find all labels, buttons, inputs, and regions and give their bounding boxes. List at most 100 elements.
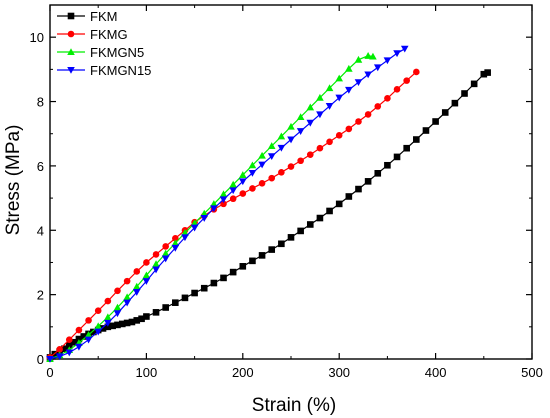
data-point-fkmgn15 [393, 50, 401, 58]
data-point-fkmg [364, 111, 372, 118]
data-point-fkm [70, 338, 78, 346]
data-point-fkmgn15 [113, 310, 122, 318]
data-point-fkm [258, 252, 266, 259]
y-axis-title: Stress (MPa) [3, 125, 24, 236]
data-point-fkmgn5 [123, 293, 131, 301]
legend-item-fkmg: FKMG [57, 27, 128, 42]
data-point-fkm [249, 257, 256, 265]
data-point-fkm [268, 246, 276, 253]
legend-label-fkm: FKM [90, 9, 117, 24]
data-point-fkm [403, 144, 410, 152]
data-point-fkm [75, 335, 83, 343]
data-point-fkmg [413, 68, 420, 76]
x-tick-label: 400 [425, 365, 447, 380]
data-point-fkmgn15 [267, 153, 276, 161]
data-point-fkm [138, 315, 145, 323]
data-point-fkm [51, 350, 59, 358]
data-point-fkmg [393, 86, 401, 93]
data-point-fkmg [345, 125, 353, 133]
legend-label-fkmgn5: FKMGN5 [90, 45, 144, 60]
data-point-fkmgn15 [335, 94, 343, 102]
data-point-fkmgn5 [104, 313, 112, 321]
data-point-fkm [99, 325, 107, 332]
data-point-fkm [484, 69, 491, 76]
data-point-fkm [152, 309, 160, 316]
data-point-fkmg [162, 243, 169, 250]
data-point-fkmg [56, 346, 63, 353]
data-point-fkmgn15 [200, 215, 209, 222]
data-point-fkmg [172, 235, 179, 242]
axes: 0 100 200 300 400 500 0 2 4 6 8 10 [30, 4, 543, 380]
data-point-fkmgn5 [132, 282, 141, 290]
series-line-fkmg [49, 71, 417, 358]
data-point-fkmgn15 [277, 144, 286, 152]
data-point-fkmgn5 [239, 171, 247, 178]
data-point-fkmg [104, 297, 112, 305]
data-point-fkmgn15 [190, 224, 199, 232]
data-point-fkmgn15 [152, 266, 160, 274]
data-point-fkmgn5 [181, 229, 189, 236]
data-point-fkmgn5 [171, 239, 180, 247]
data-point-fkm [422, 127, 430, 134]
data-point-fkmgn5 [258, 151, 266, 159]
data-point-fkm [432, 118, 439, 125]
data-point-fkmgn15 [161, 255, 170, 263]
data-point-fkmgn5 [287, 122, 295, 130]
data-point-fkm [119, 320, 126, 328]
legend-swatch-marker [67, 30, 75, 38]
data-point-fkm [109, 322, 116, 330]
data-point-fkm [278, 240, 285, 248]
data-point-fkmgn15 [325, 103, 334, 110]
data-point-fkmg [75, 326, 83, 334]
y-tick-label: 10 [30, 30, 44, 45]
data-point-fkmgn15 [84, 336, 93, 344]
legend-swatch-marker [67, 12, 75, 20]
data-point-fkmg [85, 317, 92, 324]
data-point-fkmg [133, 268, 141, 275]
data-point-fkmgn15 [400, 45, 409, 53]
data-point-fkmgn15 [364, 71, 372, 79]
data-point-fkmgn15 [258, 161, 266, 169]
data-point-fkm [470, 80, 478, 88]
series-fkmgn15 [46, 45, 409, 363]
data-point-fkmg [355, 118, 362, 125]
data-point-fkmgn15 [239, 178, 247, 186]
data-point-fkmgn5 [325, 84, 334, 92]
data-point-fkm [374, 170, 382, 177]
data-point-fkm [80, 333, 88, 340]
data-point-fkm [355, 185, 362, 193]
legend-item-fkm: FKM [57, 9, 117, 24]
data-point-fkmgn15 [75, 343, 83, 351]
legend-label-fkmgn15: FKMGN15 [90, 63, 151, 78]
x-tick-label: 0 [46, 365, 53, 380]
data-point-fkmgn5 [142, 271, 151, 279]
data-point-fkm [191, 289, 198, 297]
data-point-fkmgn5 [345, 64, 353, 72]
legend-swatch-marker [67, 48, 75, 56]
data-point-fkmg [326, 138, 333, 146]
data-point-fkmgn5 [210, 200, 218, 207]
data-point-fkmgn5 [306, 103, 315, 111]
data-point-fkmg [384, 95, 391, 102]
series-layer [46, 45, 491, 363]
data-point-fkmgn5 [229, 180, 237, 188]
data-point-fkm [172, 299, 179, 306]
data-point-fkmgn5 [354, 55, 363, 63]
data-point-fkmg [258, 179, 266, 187]
data-point-fkmg [278, 169, 285, 176]
data-point-fkmg [94, 307, 102, 315]
data-point-fkmg [65, 336, 73, 343]
data-point-fkm [451, 99, 459, 107]
x-axis-title: Strain (%) [252, 395, 336, 416]
data-point-fkm [239, 263, 247, 270]
data-point-fkmgn5 [200, 209, 209, 217]
data-point-fkm [335, 200, 343, 208]
legend-label-fkmg: FKMG [90, 27, 128, 42]
data-point-fkmgn15 [287, 136, 295, 144]
x-tick-label: 100 [136, 365, 158, 380]
data-point-fkmgn5 [335, 74, 343, 82]
data-point-fkmg [316, 144, 324, 152]
data-point-fkmgn5 [113, 303, 122, 311]
